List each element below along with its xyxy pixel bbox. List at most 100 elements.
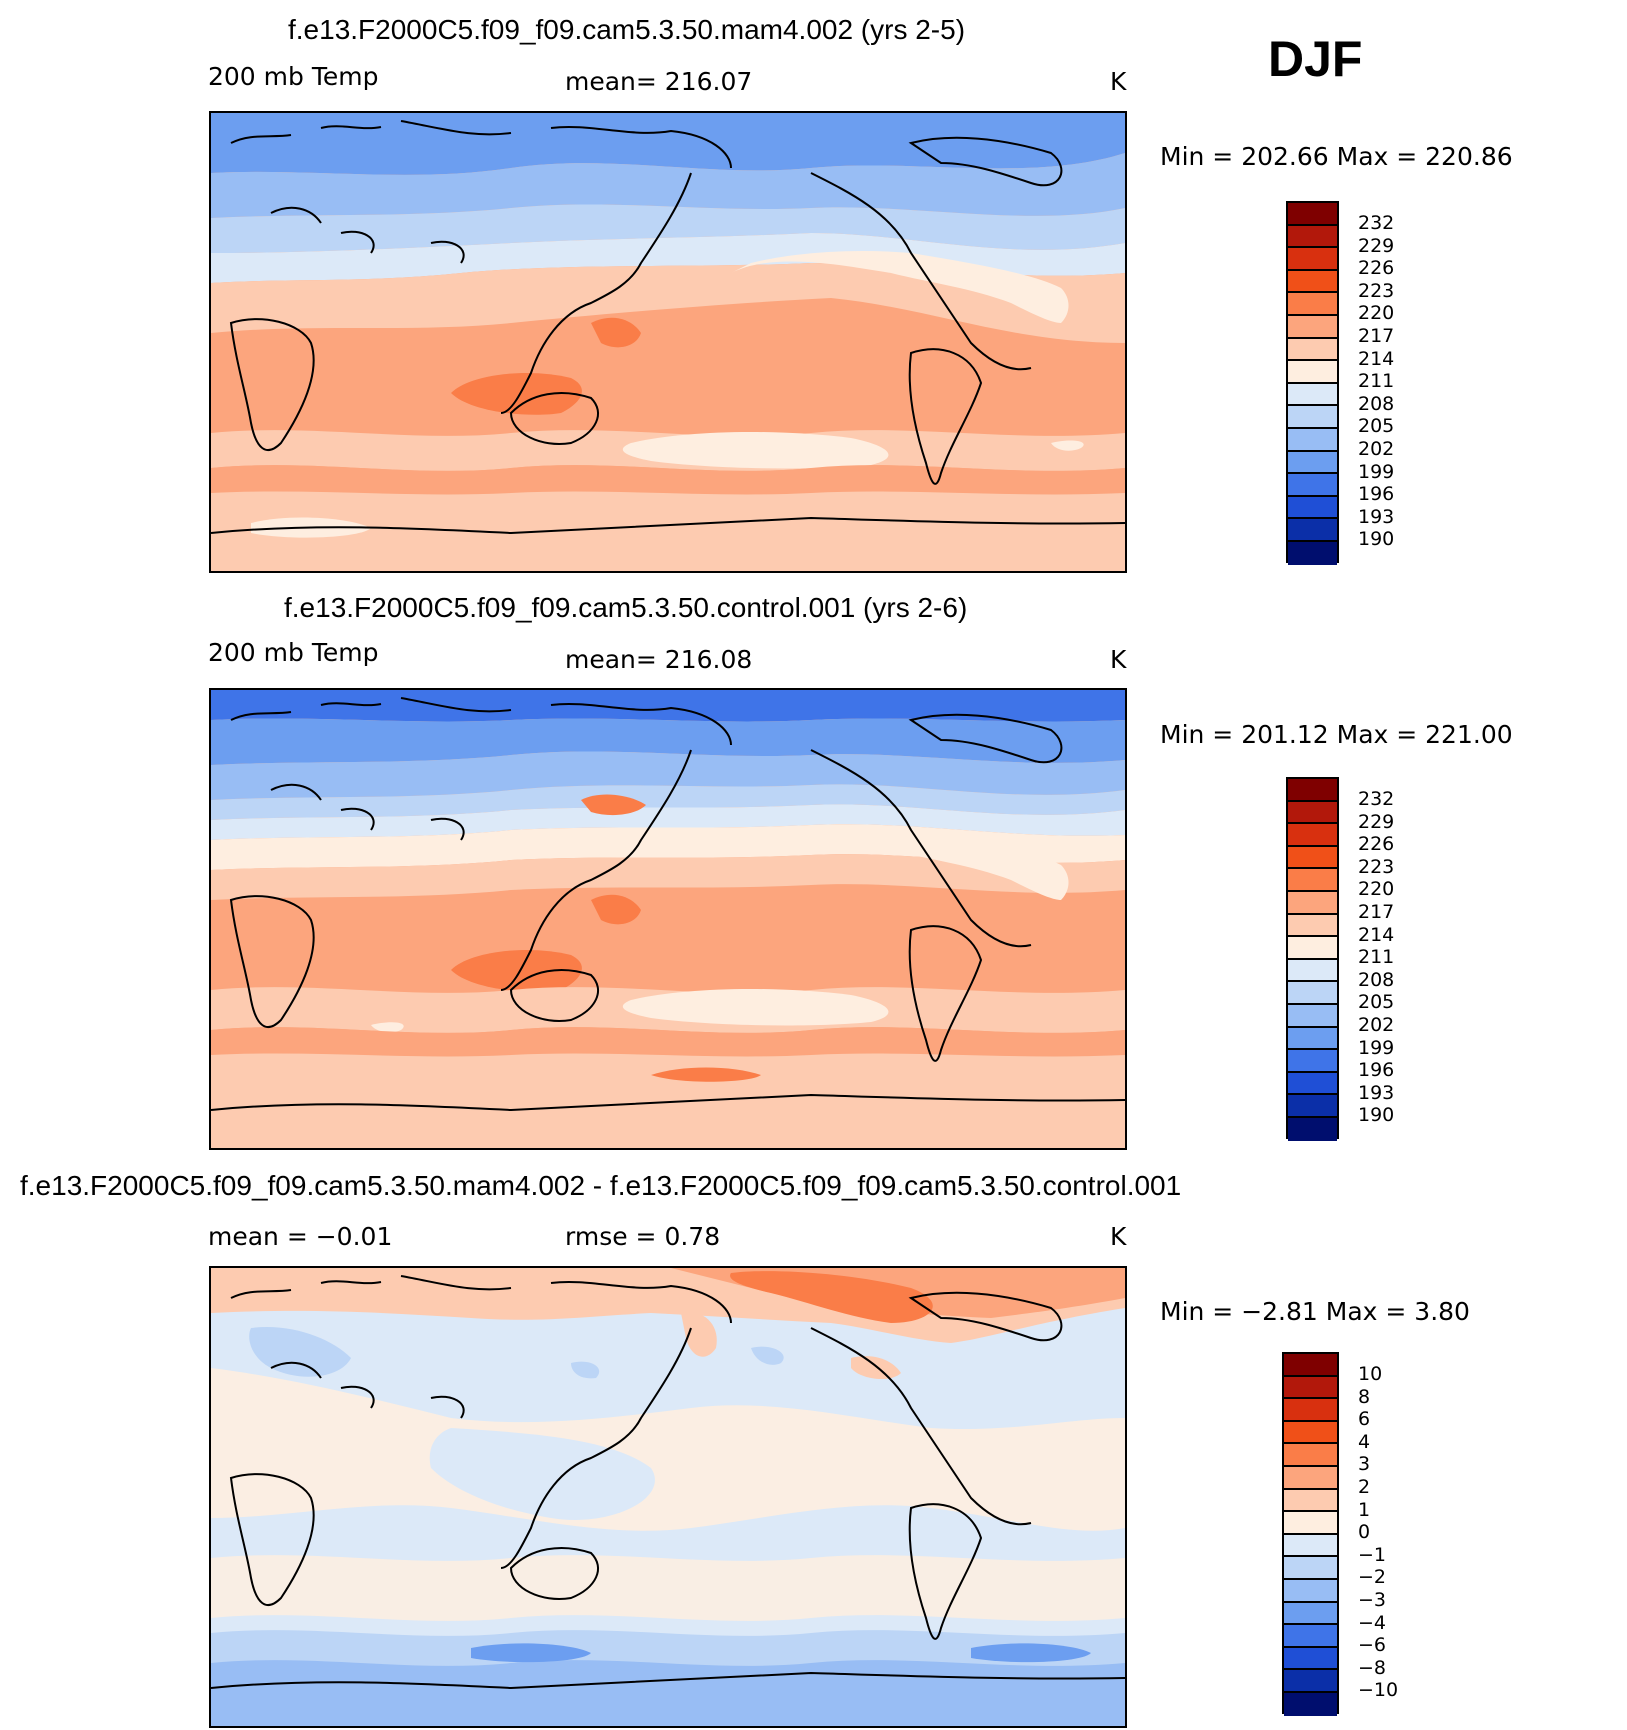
colorbar-tick-label: 199 xyxy=(1358,1036,1395,1059)
colorbar-tick-label: 226 xyxy=(1358,257,1395,280)
colorbar-swatch xyxy=(1288,869,1337,892)
colorbar-tick-label: 1 xyxy=(1358,1498,1371,1521)
colorbar-swatch xyxy=(1288,406,1337,429)
colorbar xyxy=(1282,1352,1339,1716)
colorbar-tick-label: 211 xyxy=(1358,370,1395,393)
map-plot xyxy=(209,1266,1127,1728)
mean-label: mean = −0.01 xyxy=(208,1222,393,1251)
colorbar-swatch xyxy=(1288,293,1337,316)
colorbar-swatch xyxy=(1288,1072,1337,1096)
colorbar-tick-label: 196 xyxy=(1358,1059,1395,1082)
units-label: K xyxy=(1110,645,1127,674)
colorbar-tick-label: 220 xyxy=(1358,302,1395,325)
colorbar-tick-label: 205 xyxy=(1358,991,1395,1014)
colorbar-swatch xyxy=(1288,779,1337,802)
panel-title: f.e13.F2000C5.f09_f09.cam5.3.50.mam4.002… xyxy=(20,1170,1182,1201)
minmax-label: Min = −2.81 Max = 3.80 xyxy=(1160,1297,1470,1326)
colorbar-swatch xyxy=(1288,225,1337,249)
colorbar-swatch xyxy=(1284,1421,1337,1445)
colorbar-tick-label: −3 xyxy=(1358,1589,1387,1611)
minmax-label: Min = 202.66 Max = 220.86 xyxy=(1160,142,1513,171)
colorbar-tick-label: 214 xyxy=(1358,347,1395,370)
colorbar-swatch xyxy=(1288,248,1337,271)
colorbar-swatch xyxy=(1288,801,1337,825)
colorbar-swatch xyxy=(1288,383,1337,407)
colorbar-tick-label: 8 xyxy=(1358,1385,1371,1408)
colorbar-swatch xyxy=(1288,541,1337,565)
colorbar-tick-label: 223 xyxy=(1358,855,1395,878)
colorbar-tick-label: 193 xyxy=(1358,505,1395,528)
colorbar-tick-label: 223 xyxy=(1358,279,1395,302)
colorbar-swatch xyxy=(1284,1376,1337,1400)
colorbar-tick-label: 202 xyxy=(1358,438,1395,460)
colorbar-swatch xyxy=(1288,428,1337,452)
colorbar-tick-label: 6 xyxy=(1358,1408,1371,1431)
colorbar-swatch xyxy=(1288,937,1337,960)
colorbar-tick-label: 205 xyxy=(1358,415,1395,438)
colorbar-tick-label: 4 xyxy=(1358,1430,1371,1453)
colorbar-tick-label: −1 xyxy=(1358,1543,1387,1566)
colorbar-swatch xyxy=(1284,1647,1337,1671)
colorbar-swatch xyxy=(1288,891,1337,915)
colorbar-tick-label: 2 xyxy=(1358,1476,1371,1498)
colorbar-swatch xyxy=(1288,270,1337,294)
colorbar-tick-label: −6 xyxy=(1358,1634,1387,1657)
colorbar-tick-label: 199 xyxy=(1358,460,1395,483)
colorbar-swatch xyxy=(1284,1512,1337,1535)
colorbar-swatch xyxy=(1284,1466,1337,1490)
colorbar xyxy=(1286,777,1339,1141)
season-label: DJF xyxy=(1268,31,1363,87)
colorbar-swatch xyxy=(1284,1399,1337,1422)
colorbar-tick-label: 229 xyxy=(1358,234,1395,257)
colorbar-swatch xyxy=(1288,846,1337,870)
colorbar-swatch xyxy=(1288,959,1337,983)
colorbar-swatch xyxy=(1288,474,1337,497)
colorbar-tick-label: −2 xyxy=(1358,1566,1387,1589)
colorbar-swatch xyxy=(1288,1095,1337,1118)
colorbar-swatch xyxy=(1288,315,1337,339)
map-plot xyxy=(209,111,1127,573)
colorbar-tick-label: 3 xyxy=(1358,1453,1371,1476)
colorbar-swatch xyxy=(1284,1557,1337,1580)
colorbar-swatch xyxy=(1284,1444,1337,1467)
colorbar-tick-label: 226 xyxy=(1358,833,1395,856)
colorbar-tick-label: −10 xyxy=(1358,1679,1399,1702)
colorbar-swatch xyxy=(1284,1692,1337,1716)
colorbar-tick-label: 229 xyxy=(1358,810,1395,833)
units-label: K xyxy=(1110,1222,1127,1251)
colorbar-swatch xyxy=(1288,1004,1337,1028)
colorbar-tick-label: 208 xyxy=(1358,968,1395,991)
colorbar-swatch xyxy=(1288,824,1337,847)
panel-title: f.e13.F2000C5.f09_f09.cam5.3.50.mam4.002… xyxy=(288,14,966,45)
colorbar xyxy=(1286,201,1339,565)
colorbar-swatch xyxy=(1288,914,1337,938)
units-label: K xyxy=(1110,67,1127,96)
colorbar-swatch xyxy=(1288,451,1337,475)
colorbar-tick-label: 202 xyxy=(1358,1014,1395,1036)
minmax-label: Min = 201.12 Max = 221.00 xyxy=(1160,720,1513,749)
colorbar-swatch xyxy=(1284,1354,1337,1377)
colorbar-tick-label: 0 xyxy=(1358,1521,1371,1544)
mean-label: mean= 216.08 xyxy=(565,645,753,674)
rmse-label: rmse = 0.78 xyxy=(565,1222,721,1251)
colorbar-swatch xyxy=(1288,1117,1337,1141)
colorbar-tick-label: 217 xyxy=(1358,325,1395,347)
colorbar-tick-label: 217 xyxy=(1358,901,1395,923)
colorbar-swatch xyxy=(1288,496,1337,520)
mean-label: mean= 216.07 xyxy=(565,67,753,96)
colorbar-tick-label: 190 xyxy=(1358,1104,1395,1127)
colorbar-swatch xyxy=(1288,982,1337,1005)
colorbar-tick-label: 214 xyxy=(1358,923,1395,946)
colorbar-tick-label: 208 xyxy=(1358,392,1395,415)
colorbar-tick-label: 10 xyxy=(1358,1363,1383,1385)
colorbar-tick-label: 232 xyxy=(1358,212,1395,234)
colorbar-swatch xyxy=(1284,1579,1337,1603)
colorbar-swatch xyxy=(1284,1602,1337,1626)
colorbar-swatch xyxy=(1288,338,1337,362)
colorbar-tick-label: −4 xyxy=(1358,1611,1387,1634)
variable-label: 200 mb Temp xyxy=(208,62,379,91)
colorbar-tick-label: 193 xyxy=(1358,1081,1395,1104)
colorbar-swatch xyxy=(1284,1489,1337,1513)
colorbar-swatch xyxy=(1288,361,1337,384)
colorbar-swatch xyxy=(1284,1670,1337,1693)
